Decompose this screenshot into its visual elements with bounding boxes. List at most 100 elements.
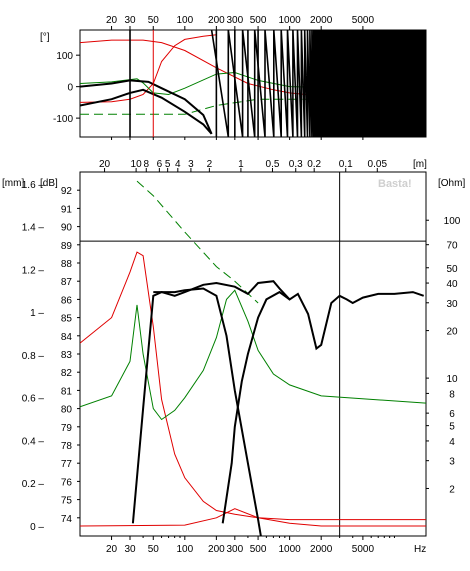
- phase-y-tick-label: 0: [67, 83, 73, 94]
- spl-tick-label: 84: [61, 332, 73, 343]
- top-tick-label: 6: [157, 159, 163, 170]
- bottom-axis-ticks: 20 30 50 100 200 300 500 1000 2000 5000: [106, 536, 395, 555]
- spl-tick-label: 86: [61, 295, 73, 306]
- spl-tick-label: 76: [61, 477, 73, 488]
- response-red-curve: [80, 508, 426, 527]
- bottom-tick-label: 500: [250, 544, 267, 555]
- phase-black-curve: [80, 79, 213, 135]
- left-tick-label: 0 –: [30, 522, 44, 533]
- phase-y-tick-label: -100: [53, 114, 73, 125]
- left-tick-label: 0.8 –: [22, 351, 45, 362]
- response-black-curve: [221, 290, 291, 524]
- top-tick-label: 5: [165, 159, 171, 170]
- phase-x-tick-label: 20: [106, 15, 118, 26]
- spl-tick-label: 75: [61, 496, 73, 507]
- top-axis-unit: [m]: [413, 159, 427, 170]
- right-tick-label: 30: [446, 299, 458, 310]
- spl-axis-unit: [dB]: [40, 178, 58, 189]
- spl-tick-label: 83: [61, 350, 73, 361]
- left-tick-label: 1.4 –: [22, 223, 45, 234]
- left-tick-label: 0.6 –: [22, 394, 45, 405]
- top-tick-label: 20: [99, 159, 111, 170]
- response-panel: [mm] [dB] [Ohm] [m] Hz Basta! 20 10 8 6 5 4 3 2…: [2, 159, 465, 555]
- left-tick-label: 1.2 –: [22, 265, 45, 276]
- spl-tick-label: 91: [61, 204, 73, 215]
- top-tick-label: 0.05: [368, 159, 388, 170]
- spl-tick-label: 85: [61, 314, 73, 325]
- spl-tick-label: 82: [61, 368, 73, 379]
- left-axis-unit: [mm]: [2, 178, 24, 189]
- phase-panel: [°] 20 30 50 100 200 300 500 1000 2000 5000 1000-…: [40, 15, 427, 140]
- spl-tick-label: 78: [61, 441, 73, 452]
- phase-x-tick-label: 2000: [310, 15, 333, 26]
- spl-tick-label: 89: [61, 241, 73, 252]
- response-series-group: [80, 180, 426, 536]
- top-tick-label: 10: [131, 159, 143, 170]
- right-tick-label: 50: [446, 264, 458, 275]
- top-tick-label: 2: [207, 159, 213, 170]
- bottom-tick-label: 300: [226, 544, 243, 555]
- spl-tick-label: 81: [61, 386, 73, 397]
- left-tick-label: 0.4 –: [22, 436, 45, 447]
- response-red-curve: [80, 251, 426, 521]
- top-tick-label: 0.1: [339, 159, 353, 170]
- bottom-tick-label: 5000: [352, 544, 375, 555]
- top-tick-label: 4: [175, 159, 181, 170]
- response-black-curve: [153, 287, 262, 536]
- response-green-curve: [136, 180, 259, 304]
- right-tick-label: 100: [444, 216, 461, 227]
- x-axis-unit: Hz: [414, 544, 426, 555]
- right-tick-label: 40: [446, 279, 458, 290]
- phase-black-curve: [80, 88, 213, 135]
- right-tick-label: 6: [449, 409, 455, 420]
- phase-x-tick-label: 1000: [279, 15, 302, 26]
- phase-red-curve: [80, 34, 217, 103]
- left-axis-ticks: 1.6 – 1.4 – 1.2 – 1 – 0.8 – 0.6 – 0.4 – 0.2 – 0 …: [22, 180, 45, 533]
- reference-lines: [80, 172, 426, 536]
- phase-x-tick-label: 300: [226, 15, 243, 26]
- response-plot-area: [79, 171, 427, 537]
- spl-tick-label: 92: [61, 186, 73, 197]
- bottom-tick-label: 1000: [279, 544, 302, 555]
- phase-x-tick-label: 5000: [352, 15, 375, 26]
- phase-x-tick-label: 30: [124, 15, 136, 26]
- spl-tick-label: 88: [61, 259, 73, 270]
- left-tick-label: 1 –: [30, 308, 44, 319]
- bottom-tick-label: 30: [124, 544, 136, 555]
- spl-tick-label: 79: [61, 423, 73, 434]
- left-tick-label: 1.6 –: [22, 180, 45, 191]
- phase-x-tick-label: 100: [176, 15, 193, 26]
- phase-x-ticks: 20 30 50 100 200 300 500 1000 2000 5000: [106, 15, 374, 140]
- bottom-tick-label: 200: [208, 544, 225, 555]
- phase-y-tick-label: 100: [56, 51, 73, 62]
- spl-axis-ticks: 92 91 90 89 88 87 86 85 84 83 82 81 80 79 78 77 76 75 74: [61, 186, 80, 525]
- bottom-tick-label: 2000: [310, 544, 333, 555]
- right-tick-label: 4: [449, 437, 455, 448]
- bottom-tick-label: 50: [148, 544, 160, 555]
- phase-x-tick-label: 500: [250, 15, 267, 26]
- top-tick-label: 8: [143, 159, 149, 170]
- spl-tick-label: 74: [61, 514, 73, 525]
- right-tick-label: 8: [449, 389, 455, 400]
- top-tick-label: 3: [188, 159, 194, 170]
- phase-y-ticks: 100 0 -100: [53, 51, 80, 125]
- right-tick-label: 70: [446, 241, 458, 252]
- phase-x-tick-label: 200: [208, 15, 225, 26]
- top-tick-label: 0.5: [266, 159, 280, 170]
- phase-series-group: [80, 30, 426, 137]
- right-axis-unit: [Ohm]: [438, 178, 465, 189]
- top-tick-label: 1: [238, 159, 244, 170]
- right-tick-label: 20: [446, 327, 458, 338]
- right-axis-ticks: 100 70 50 40 30 20 10 8 6 5 4 3 2: [426, 216, 461, 495]
- bottom-tick-label: 20: [106, 544, 118, 555]
- response-green-curve: [80, 289, 426, 421]
- spl-tick-label: 80: [61, 405, 73, 416]
- bottom-tick-label: 100: [176, 544, 193, 555]
- phase-wrap-trace: [210, 30, 426, 137]
- phase-x-tick-label: 50: [148, 15, 160, 26]
- spl-tick-label: 90: [61, 223, 73, 234]
- top-axis-ticks: 20 10 8 6 5 4 3 2 1 0.5 0.3 0.2 0.1 0.05: [99, 159, 387, 172]
- right-tick-label: 10: [446, 374, 458, 385]
